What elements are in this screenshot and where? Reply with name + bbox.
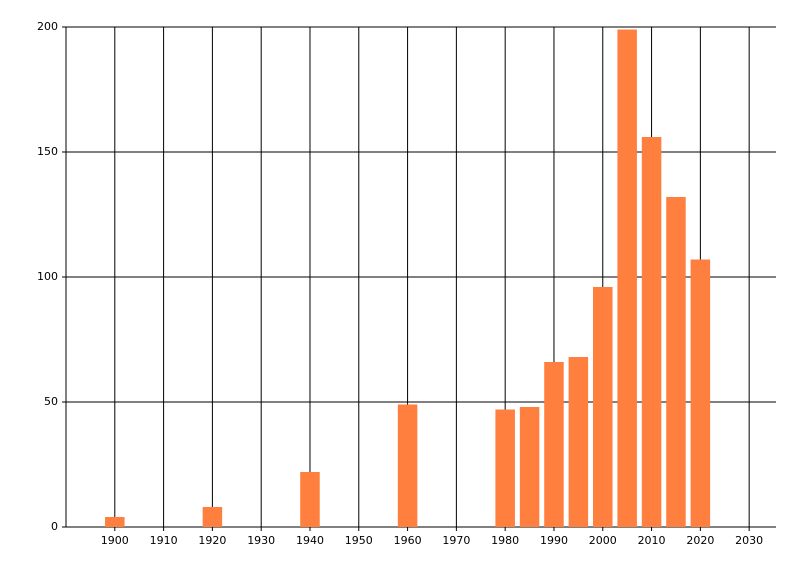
bar	[495, 409, 515, 527]
bar	[617, 29, 637, 527]
x-tick-label: 2000	[589, 534, 617, 547]
bar	[666, 197, 686, 527]
bar	[544, 362, 564, 527]
y-tick-label: 150	[37, 145, 58, 158]
y-tick-label: 200	[37, 20, 58, 33]
x-tick-label: 1940	[296, 534, 324, 547]
x-tick-label: 1950	[345, 534, 373, 547]
x-tick-label: 2030	[735, 534, 763, 547]
x-tick-label: 1920	[198, 534, 226, 547]
y-tick-label: 100	[37, 270, 58, 283]
bar	[690, 259, 711, 527]
y-tick-label: 50	[44, 395, 58, 408]
x-tick-label: 1990	[540, 534, 568, 547]
x-tick-label: 1900	[101, 534, 129, 547]
x-tick-label: 2010	[638, 534, 666, 547]
x-tick-label: 1980	[491, 534, 519, 547]
x-tick-label: 2020	[686, 534, 714, 547]
bar	[105, 517, 125, 527]
bar	[519, 407, 540, 527]
x-tick-label: 1930	[247, 534, 275, 547]
x-tick-label: 1910	[150, 534, 178, 547]
bar	[202, 507, 223, 527]
x-tick-label: 1960	[394, 534, 422, 547]
bar	[593, 287, 613, 527]
bar	[568, 357, 589, 527]
bar	[641, 137, 662, 527]
bar	[300, 472, 320, 527]
y-tick-label: 0	[51, 520, 58, 533]
bar	[397, 404, 418, 527]
x-tick-label: 1970	[442, 534, 470, 547]
